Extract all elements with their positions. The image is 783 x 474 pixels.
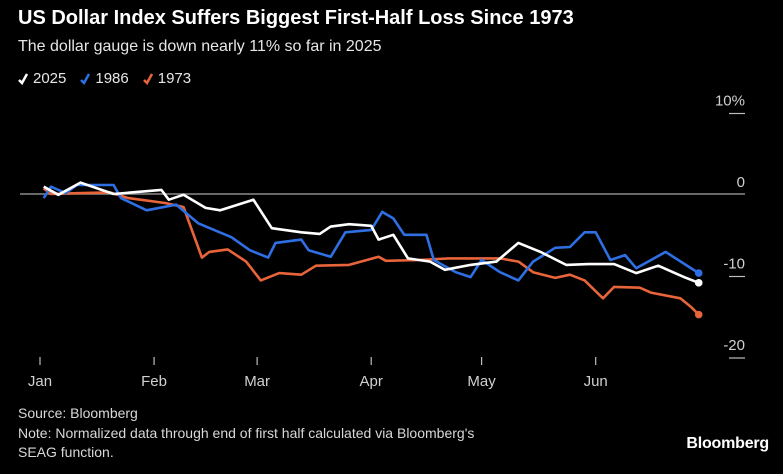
x-tick-label: May — [467, 373, 496, 390]
series-line-1986 — [42, 183, 700, 282]
legend-item-1973: 1973 — [142, 70, 192, 87]
x-tick-label: Mar — [244, 373, 270, 390]
y-tick-label: 0 — [737, 174, 745, 191]
footer-notes: Source: Bloomberg Note: Normalized data … — [18, 404, 474, 463]
x-tick-label: Apr — [360, 373, 383, 390]
legend-label-2025: 2025 — [33, 70, 67, 87]
legend-label-1973: 1973 — [157, 70, 192, 87]
legend-swatch-1973 — [142, 72, 153, 86]
y-tick-label: 10% — [715, 93, 745, 110]
series-line-2025 — [43, 181, 700, 285]
x-tick-label: Jan — [28, 373, 52, 390]
source-text: Source: Bloomberg — [18, 405, 138, 421]
x-tick-label: Jun — [584, 373, 608, 390]
y-tick-label: -10 — [723, 256, 745, 273]
series-end-marker-1986 — [694, 269, 703, 277]
x-tick-label: Feb — [141, 373, 167, 390]
legend: 2025 1986 1973 — [18, 70, 191, 87]
bloomberg-logo: Bloomberg — [686, 435, 769, 452]
y-tick-label: -20 — [723, 337, 745, 354]
legend-swatch-2025 — [18, 72, 29, 86]
chart-title: US Dollar Index Suffers Biggest First-Ha… — [18, 7, 574, 29]
series-end-marker-2025 — [694, 279, 703, 287]
note-text-line2: SEAG function. — [18, 444, 114, 460]
legend-item-1986: 1986 — [80, 70, 129, 87]
chart-subtitle: The dollar gauge is down nearly 11% so f… — [18, 38, 382, 55]
legend-label-1986: 1986 — [95, 70, 129, 87]
note-text-line1: Note: Normalized data through end of fir… — [18, 424, 475, 441]
series-end-marker-1973 — [694, 310, 703, 319]
legend-item-2025: 2025 — [18, 70, 66, 87]
legend-swatch-1986 — [80, 72, 91, 86]
